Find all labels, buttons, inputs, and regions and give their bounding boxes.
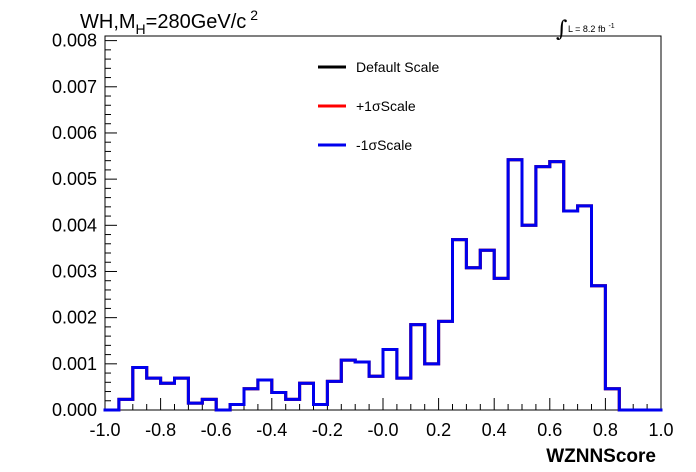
x-tick-label: -0.4 xyxy=(256,420,287,440)
title-superscript: 2 xyxy=(250,7,258,23)
title-main: WH,M xyxy=(80,11,136,33)
x-tick-label: -0.8 xyxy=(145,420,176,440)
x-tick-label: 0.2 xyxy=(426,420,451,440)
x-tick-label: -1.0 xyxy=(89,420,120,440)
series-layer xyxy=(103,158,663,412)
y-tick-label: 0.000 xyxy=(52,400,97,420)
x-axis-label: WZNNScore xyxy=(546,446,656,467)
series-minus1sigma-scale xyxy=(103,158,663,412)
x-tick-label: 0.4 xyxy=(482,420,507,440)
legend-label-default: Default Scale xyxy=(356,59,439,75)
y-tick-label: 0.007 xyxy=(52,77,97,97)
x-tick-label: 0.6 xyxy=(537,420,562,440)
legend-label-minus1sigma: -1σScale xyxy=(356,137,412,153)
x-axis: -1.0 -0.8 -0.6 -0.4 -0.2 -0.0 0.2 0.4 0.6 0.8 1.0 xyxy=(89,398,674,440)
chart-title: WH,MH=280GeV/c 2 xyxy=(80,7,258,37)
x-tick-label: 1.0 xyxy=(648,420,673,440)
title-subscript: H xyxy=(136,21,146,37)
legend-label-plus1sigma: +1σScale xyxy=(356,98,416,114)
title-rest: =280GeV/c xyxy=(146,11,247,33)
x-tick-label: -0.6 xyxy=(201,420,232,440)
y-axis: 0.000 0.001 0.002 0.003 0.004 0.005 0.006 0.007… xyxy=(52,31,117,420)
lumi-label: L = 8.2 fb -1 xyxy=(568,23,615,34)
y-tick-label: 0.005 xyxy=(52,169,97,189)
y-tick-label: 0.006 xyxy=(52,123,97,143)
y-tick-label: 0.002 xyxy=(52,308,97,328)
y-tick-label: 0.008 xyxy=(52,31,97,51)
lumi-superscript: -1 xyxy=(608,23,614,30)
lumi-integral-symbol: ∫ xyxy=(556,17,568,42)
x-tick-label: -0.2 xyxy=(312,420,343,440)
y-tick-label: 0.001 xyxy=(52,354,97,374)
lumi-text: L = 8.2 fb xyxy=(568,24,605,34)
y-tick-label: 0.003 xyxy=(52,261,97,281)
y-tick-label: 0.004 xyxy=(52,215,97,235)
x-tick-label: -0.0 xyxy=(367,420,398,440)
x-tick-label: 0.8 xyxy=(593,420,618,440)
legend: Default Scale +1σScale -1σScale xyxy=(318,59,439,153)
